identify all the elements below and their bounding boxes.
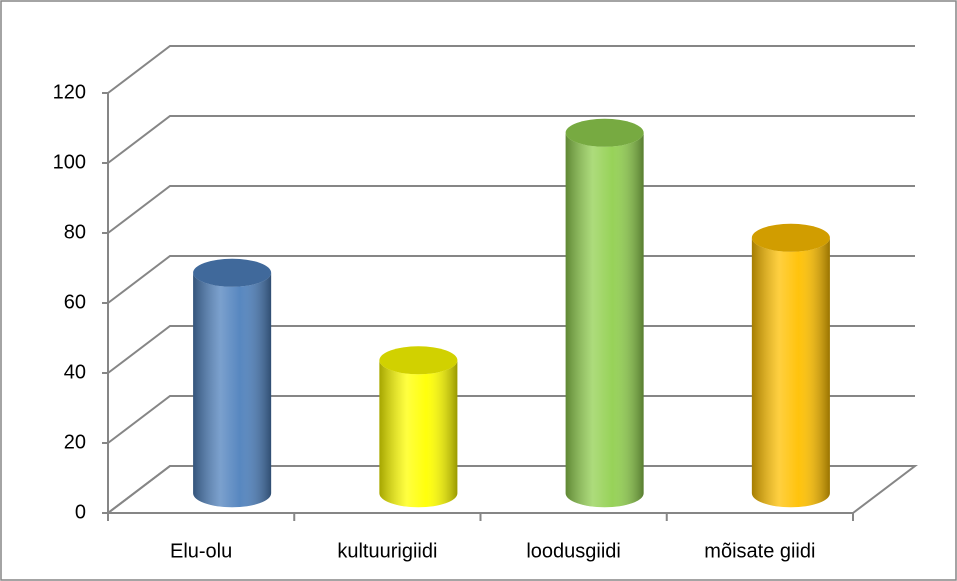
bar-top <box>565 118 644 147</box>
y-tick-label: 120 <box>53 81 86 103</box>
grid-line <box>107 45 915 94</box>
grid-line <box>107 465 915 514</box>
bar-top-shading <box>379 346 458 375</box>
y-tick-label: 60 <box>64 291 86 313</box>
bar-shading <box>379 360 458 508</box>
x-tick-label: mõisate giidi <box>704 540 815 562</box>
grid-line <box>107 115 915 164</box>
grid-line <box>107 325 915 374</box>
y-tick-label: 80 <box>64 221 86 243</box>
grid-line <box>107 395 915 444</box>
bar-shading <box>193 272 272 508</box>
bar-shading <box>751 237 830 508</box>
y-tick-label: 0 <box>75 501 86 523</box>
grid-line <box>107 185 915 234</box>
y-tick-label: 100 <box>53 151 86 173</box>
bar-top-shading <box>193 258 272 287</box>
grid-line <box>107 255 915 304</box>
bar-top-shading <box>565 118 644 147</box>
bar-shading <box>565 132 644 508</box>
x-tick-label: loodusgiidi <box>526 540 621 562</box>
bar-top-shading <box>751 223 830 252</box>
y-tick-label: 40 <box>64 361 86 383</box>
bar-top <box>193 258 272 287</box>
x-tick-label: kultuurigiidi <box>337 540 437 562</box>
x-tick-label: Elu-olu <box>170 540 232 562</box>
bar-top <box>379 346 458 375</box>
bar-top <box>751 223 830 252</box>
y-tick-label: 20 <box>64 431 86 453</box>
